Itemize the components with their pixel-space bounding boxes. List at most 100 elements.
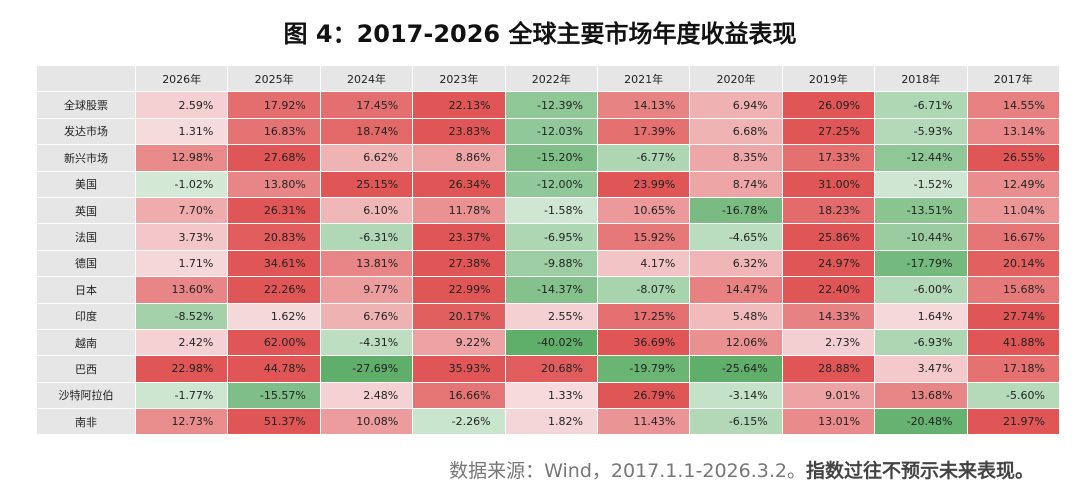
- heatmap-cell: 13.68%: [875, 382, 968, 410]
- heatmap-cell: 35.93%: [413, 356, 506, 383]
- heatmap-cell: 14.13%: [597, 92, 691, 119]
- heatmap-cell: 9.01%: [782, 382, 876, 410]
- row-label: 法国: [37, 224, 136, 251]
- heatmap-cell: 13.01%: [782, 409, 876, 436]
- heatmap-cell: 2.59%: [136, 92, 229, 119]
- heatmap-cell: 51.37%: [228, 409, 321, 436]
- heatmap-cell: 1.82%: [505, 409, 598, 436]
- heatmap-cell: 8.74%: [690, 171, 783, 198]
- heatmap-cell: 9.22%: [413, 329, 506, 357]
- heatmap-cell: 31.00%: [782, 171, 876, 198]
- heatmap-cell: 21.97%: [967, 409, 1060, 436]
- heatmap-cell: 20.17%: [413, 303, 506, 330]
- heatmap-cell: 23.37%: [413, 224, 506, 251]
- column-header: 2022年: [505, 66, 598, 93]
- heatmap-cell: -9.88%: [505, 250, 598, 278]
- heatmap-cell: 1.33%: [505, 382, 598, 410]
- heatmap-cell: 1.71%: [136, 250, 229, 278]
- row-label: 越南: [37, 329, 136, 357]
- heatmap-cell: 18.74%: [320, 118, 414, 146]
- heatmap-cell: 17.18%: [967, 356, 1060, 383]
- heatmap-cell: 3.47%: [875, 356, 968, 383]
- heatmap-cell: -15.20%: [505, 145, 598, 172]
- heatmap-cell: 6.68%: [690, 118, 783, 146]
- heatmap-cell: 25.15%: [320, 171, 414, 198]
- heatmap-cell: -6.00%: [875, 277, 968, 304]
- heatmap-cell: 14.55%: [967, 92, 1060, 119]
- row-label: 英国: [37, 197, 136, 225]
- heatmap-cell: 3.73%: [136, 224, 229, 251]
- heatmap-cell: -19.79%: [597, 356, 691, 383]
- heatmap-cell: 16.66%: [413, 382, 506, 410]
- heatmap-cell: -25.64%: [690, 356, 783, 383]
- source-note: 数据来源：Wind，2017.1.1-2026.3.2。指数过往不预示未来表现。: [449, 456, 1034, 483]
- heatmap-cell: 2.55%: [505, 303, 598, 330]
- row-label: 南非: [37, 409, 136, 436]
- heatmap-cell: -4.31%: [320, 329, 414, 357]
- heatmap-cell: 2.48%: [320, 382, 414, 410]
- heatmap-cell: 23.83%: [413, 118, 506, 146]
- heatmap-cell: -12.00%: [505, 171, 598, 198]
- row-label: 德国: [37, 250, 136, 278]
- heatmap-cell: 22.40%: [782, 277, 876, 304]
- heatmap-cell: 62.00%: [228, 329, 321, 357]
- heatmap-cell: 12.73%: [136, 409, 229, 436]
- row-label: 印度: [37, 303, 136, 330]
- heatmap-cell: 26.55%: [967, 145, 1060, 172]
- heatmap-cell: 20.68%: [505, 356, 598, 383]
- row-label: 全球股票: [37, 92, 136, 119]
- heatmap-cell: 6.62%: [320, 145, 414, 172]
- heatmap-cell: 1.31%: [136, 118, 229, 146]
- chart-title: 图 4：2017-2026 全球主要市场年度收益表现: [283, 20, 797, 48]
- heatmap-cell: 12.98%: [136, 145, 229, 172]
- heatmap-cell: 2.73%: [782, 329, 876, 357]
- heatmap-cell: -5.93%: [875, 118, 968, 146]
- heatmap-cell: 27.74%: [967, 303, 1060, 330]
- heatmap-cell: -8.07%: [597, 277, 691, 304]
- heatmap-cell: -1.02%: [136, 171, 229, 198]
- heatmap-cell: -6.31%: [320, 224, 414, 251]
- heatmap-cell: 16.67%: [967, 224, 1060, 251]
- heatmap-cell: 20.14%: [967, 250, 1060, 278]
- column-header: 2021年: [597, 66, 691, 93]
- heatmap-cell: -12.39%: [505, 92, 598, 119]
- source-text: 数据来源：Wind，2017.1.1-2026.3.2。: [449, 460, 806, 482]
- heatmap-cell: -12.03%: [505, 118, 598, 146]
- heatmap-cell: 26.31%: [228, 197, 321, 225]
- heatmap-cell: 17.25%: [597, 303, 691, 330]
- heatmap-cell: 2.42%: [136, 329, 229, 357]
- row-label: 巴西: [37, 356, 136, 383]
- heatmap-cell: 15.68%: [967, 277, 1060, 304]
- heatmap-cell: 28.88%: [782, 356, 876, 383]
- row-label: 发达市场: [37, 118, 136, 146]
- heatmap-cell: 1.64%: [875, 303, 968, 330]
- heatmap-cell: 26.34%: [413, 171, 506, 198]
- heatmap-cell: 27.25%: [782, 118, 876, 146]
- heatmap-cell: 14.47%: [690, 277, 783, 304]
- heatmap-cell: 12.49%: [967, 171, 1060, 198]
- heatmap-cell: -1.52%: [875, 171, 968, 198]
- heatmap-cell: 12.06%: [690, 329, 783, 357]
- heatmap-cell: -6.93%: [875, 329, 968, 357]
- heatmap-cell: 26.09%: [782, 92, 876, 119]
- heatmap-cell: 6.10%: [320, 197, 414, 225]
- column-header: 2025年: [228, 66, 321, 93]
- heatmap-cell: 34.61%: [228, 250, 321, 278]
- heatmap-cell: -17.79%: [875, 250, 968, 278]
- column-header: 2019年: [782, 66, 876, 93]
- heatmap-cell: 23.99%: [597, 171, 691, 198]
- heatmap-cell: 13.60%: [136, 277, 229, 304]
- heatmap-cell: -5.60%: [967, 382, 1060, 410]
- heatmap-cell: -4.65%: [690, 224, 783, 251]
- heatmap-cell: 17.39%: [597, 118, 691, 146]
- heatmap-cell: 11.78%: [413, 197, 506, 225]
- heatmap-cell: 17.45%: [320, 92, 414, 119]
- heatmap-cell: -6.71%: [875, 92, 968, 119]
- heatmap-cell: 1.62%: [228, 303, 321, 330]
- heatmap-cell: 26.79%: [597, 382, 691, 410]
- heatmap-table: 2026年 2025年 2024年 2023年 2022年 2021年 2020年 2019年…: [37, 66, 1060, 436]
- heatmap-cell: 41.88%: [967, 329, 1060, 357]
- heatmap-cell: 8.35%: [690, 145, 783, 172]
- heatmap-cell: 6.76%: [320, 303, 414, 330]
- heatmap-cell: 14.33%: [782, 303, 876, 330]
